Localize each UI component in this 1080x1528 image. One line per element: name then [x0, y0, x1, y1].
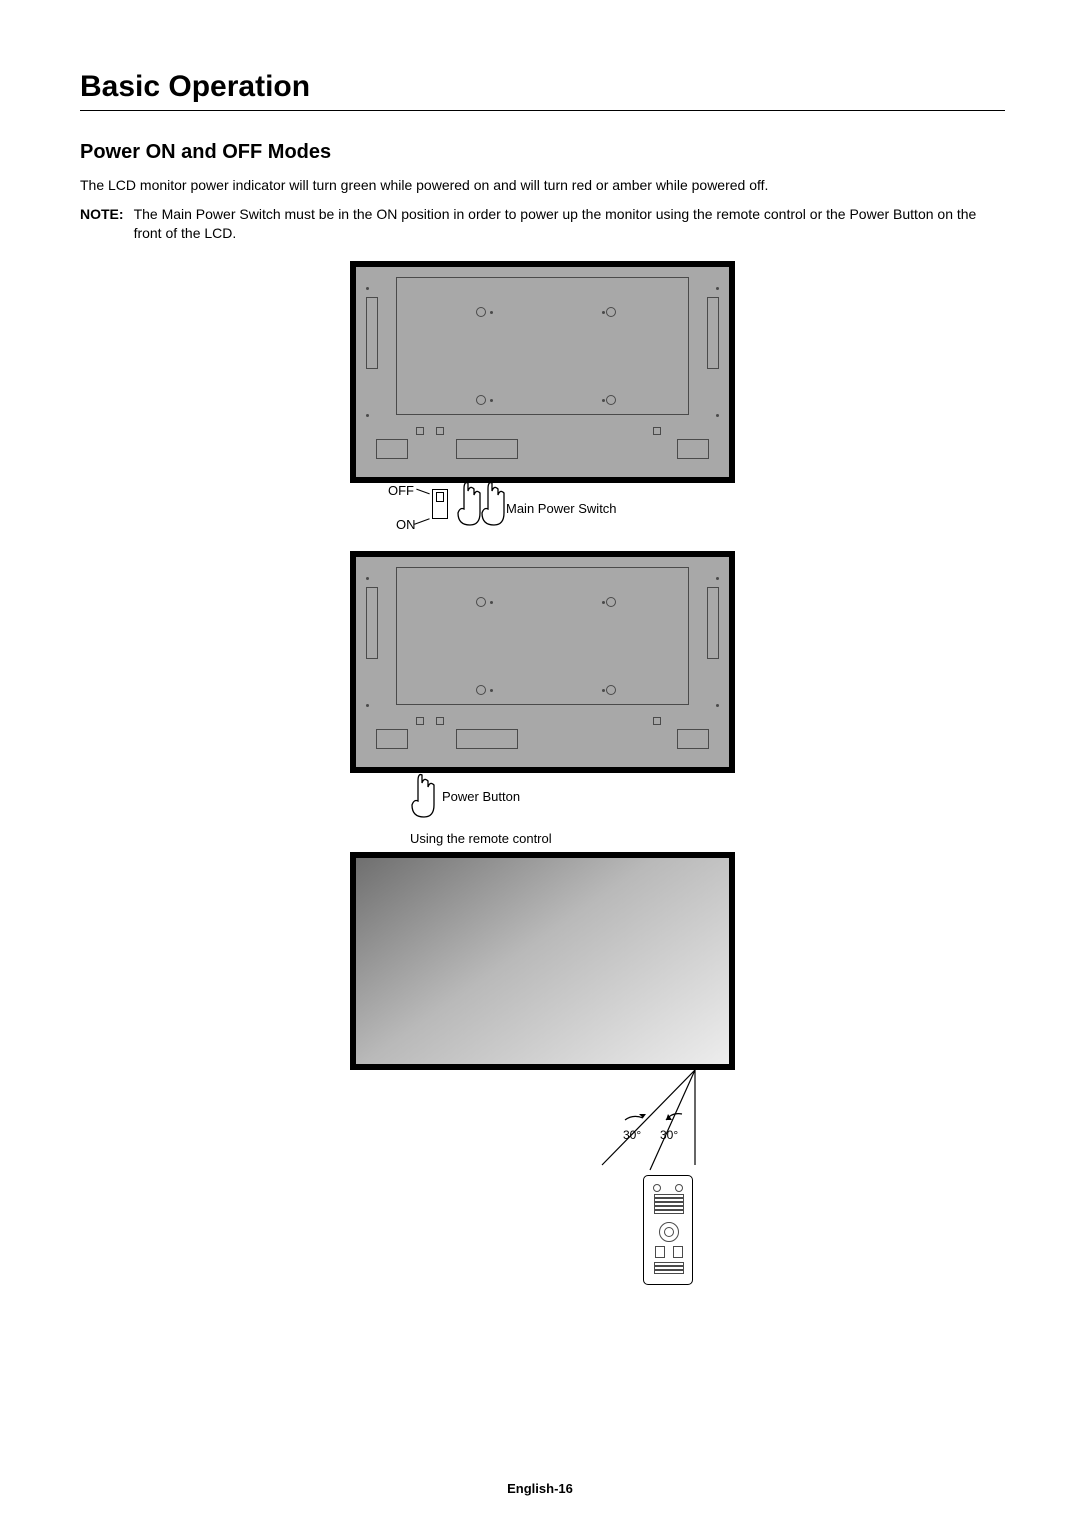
remote-caption: Using the remote control	[410, 831, 552, 846]
monitor-back-diagram-1	[350, 261, 735, 483]
off-label: OFF	[388, 483, 414, 498]
on-label: ON	[396, 517, 416, 532]
hand-icon	[408, 771, 438, 821]
monitor-front-diagram	[350, 852, 735, 1070]
remote-control-icon	[643, 1175, 693, 1285]
main-power-switch-label: Main Power Switch	[506, 501, 617, 516]
page-footer: English-16	[0, 1481, 1080, 1496]
divider	[80, 110, 1005, 111]
main-power-switch-labels: OFF ON Main Power Switch	[350, 483, 735, 551]
note-label: NOTE:	[80, 205, 124, 243]
power-button-label: Power Button	[442, 789, 520, 804]
monitor-back-diagram-2	[350, 551, 735, 773]
hand-icon	[478, 479, 508, 529]
power-button-labels: Power Button	[350, 773, 735, 829]
main-power-switch-icon	[432, 489, 448, 519]
page-title: Basic Operation	[80, 70, 1005, 104]
section-heading: Power ON and OFF Modes	[80, 141, 1005, 164]
angle-right-label: 30°	[660, 1128, 678, 1142]
note-text: The Main Power Switch must be in the ON …	[134, 205, 1005, 243]
angle-left-label: 30°	[623, 1128, 641, 1142]
note-block: NOTE: The Main Power Switch must be in t…	[80, 205, 1005, 243]
intro-text: The LCD monitor power indicator will tur…	[80, 176, 1005, 195]
remote-angle-diagram: 30° 30°	[350, 1070, 735, 1175]
